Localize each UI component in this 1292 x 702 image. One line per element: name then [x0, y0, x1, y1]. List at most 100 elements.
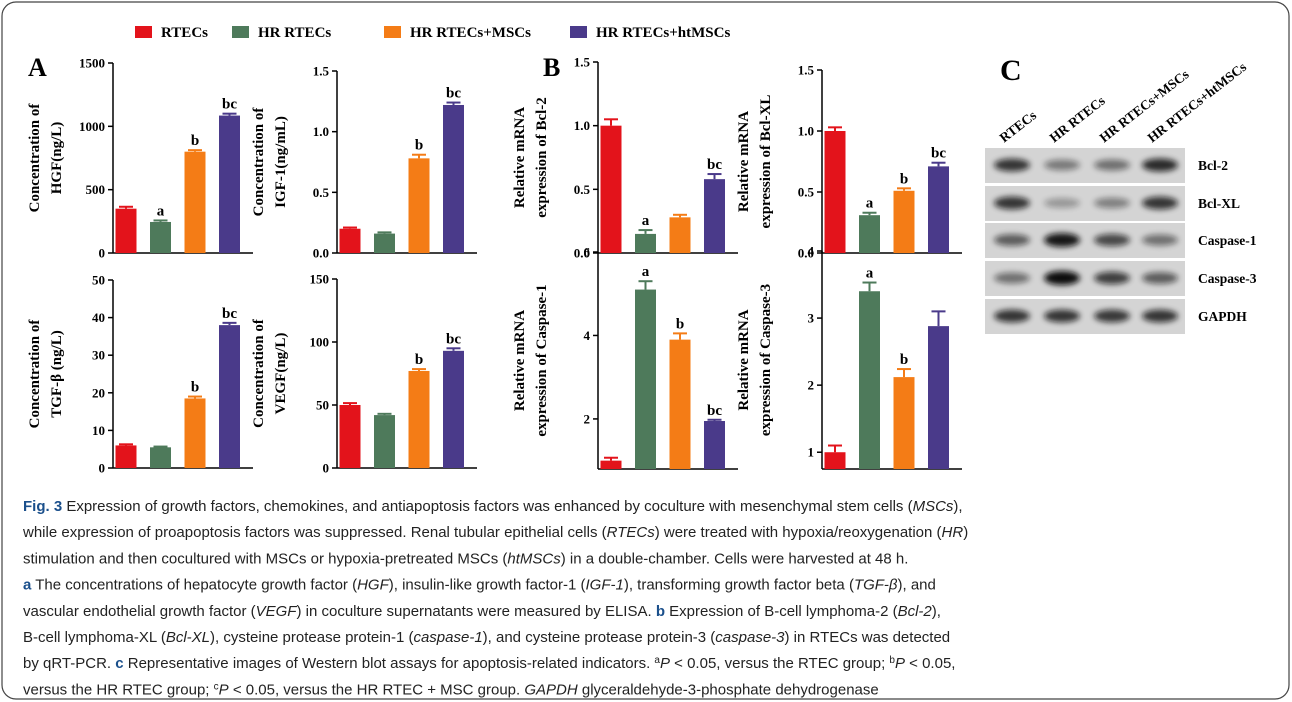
caption-run: HGF — [357, 577, 390, 594]
caption-run: glyceraldehyde-3-phosphate dehydrogenase — [578, 681, 879, 698]
caption-run: versus the HR RTEC group; — [23, 681, 214, 698]
y-tick-label: 1.5 — [798, 63, 815, 78]
y-tick-label: 1.0 — [798, 124, 814, 139]
y-tick-label: 4 — [584, 328, 591, 343]
significance-label: bc — [446, 331, 461, 347]
blot-band — [994, 310, 1030, 323]
bar — [928, 166, 949, 253]
bar — [443, 105, 464, 253]
significance-label: b — [191, 380, 199, 396]
y-axis-label: Concentration of — [251, 318, 267, 428]
bar — [825, 452, 846, 469]
caption-run: The concentrations of hepatocyte growth … — [31, 577, 357, 594]
y-axis-label: Relative mRNA — [512, 310, 528, 411]
bar — [635, 234, 656, 253]
blot-band — [1094, 272, 1130, 285]
y-tick-label: 20 — [92, 385, 105, 400]
caption-run: TGF-β — [854, 577, 898, 594]
y-tick-label: 10 — [92, 423, 105, 438]
caption-run: by qRT-PCR. — [23, 655, 115, 672]
blot-row-label: GAPDH — [1198, 309, 1247, 324]
y-axis-label: Concentration of — [27, 319, 43, 429]
significance-label: bc — [222, 306, 237, 322]
bar — [704, 421, 725, 469]
y-axis-label: IGF-1(ng/mL) — [273, 116, 289, 208]
y-tick-label: 0 — [323, 461, 330, 476]
significance-label: bc — [931, 146, 946, 162]
blot-band — [1094, 198, 1130, 209]
caption-run: P — [895, 655, 905, 672]
caption-run: ), cysteine protease protein-1 ( — [210, 629, 413, 646]
y-axis-label: VEGF(ng/L) — [273, 333, 289, 415]
caption-run: c — [115, 655, 123, 672]
bar — [409, 371, 430, 468]
caption-run: Expression of growth factors, chemokines… — [62, 498, 912, 515]
significance-label: b — [676, 316, 684, 332]
significance-label: bc — [707, 157, 722, 173]
significance-label: b — [900, 171, 908, 187]
y-tick-label: 40 — [92, 310, 105, 325]
y-tick-label: 6 — [584, 245, 591, 260]
bar — [670, 340, 691, 469]
blot-band — [1044, 310, 1080, 323]
caption-run: RTECs — [607, 524, 656, 541]
blot-row-label: Bcl-2 — [1198, 158, 1228, 173]
y-tick-label: 1 — [808, 445, 815, 460]
bar — [894, 191, 915, 253]
caption-line: by qRT-PCR. c Representative images of W… — [23, 655, 955, 673]
caption-run: GAPDH — [524, 681, 578, 698]
bar — [340, 229, 361, 253]
bar — [409, 158, 430, 253]
panel-letter: B — [543, 53, 560, 82]
bar — [443, 351, 464, 468]
blot-band — [1142, 235, 1178, 246]
y-tick-label: 0.5 — [798, 185, 815, 200]
y-tick-label: 0.5 — [574, 182, 591, 197]
blot-band — [1142, 197, 1178, 210]
y-axis-label: HGF(ng/L) — [49, 122, 65, 195]
bar — [374, 415, 395, 468]
caption-run: ), — [953, 498, 962, 515]
y-tick-label: 0 — [99, 461, 106, 476]
legend-label: RTECs — [161, 25, 208, 41]
bar — [704, 179, 725, 253]
y-tick-label: 1.5 — [574, 55, 591, 70]
caption-run: ), insulin-like growth factor-1 ( — [389, 577, 586, 594]
caption-run: ) in a double-chamber. Cells were harves… — [561, 550, 909, 567]
blot-band — [994, 197, 1030, 210]
blot-band — [1044, 271, 1080, 285]
y-tick-label: 0.0 — [313, 246, 329, 261]
caption-run: B-cell lymphoma-XL ( — [23, 629, 166, 646]
caption-run: Representative images of Western blot as… — [124, 655, 655, 672]
blot-row-label: Bcl-XL — [1198, 196, 1240, 211]
blot-band — [1142, 310, 1178, 323]
legend-swatch — [232, 26, 249, 38]
significance-label: b — [191, 133, 199, 149]
bar — [670, 217, 691, 253]
caption-line: B-cell lymphoma-XL (Bcl-XL), cysteine pr… — [23, 629, 950, 646]
y-axis-label: expression of Caspase-3 — [758, 284, 774, 436]
y-tick-label: 0.5 — [313, 185, 330, 200]
y-axis-label: Relative mRNA — [512, 107, 528, 208]
caption-run: ), and cysteine protease protein-3 ( — [483, 629, 716, 646]
caption-run: Bcl-2 — [898, 603, 933, 620]
y-tick-label: 500 — [86, 182, 106, 197]
caption-line: vascular endothelial growth factor (VEGF… — [23, 603, 941, 620]
caption-line: a The concentrations of hepatocyte growt… — [23, 577, 936, 594]
bar — [116, 209, 137, 253]
significance-label: b — [900, 352, 908, 368]
caption-line: Fig. 3 Expression of growth factors, che… — [23, 498, 963, 515]
blot-row-label: Caspase-3 — [1198, 271, 1257, 286]
legend-swatch — [135, 26, 152, 38]
caption-run: htMSCs — [507, 550, 561, 567]
blot-band — [1044, 233, 1080, 247]
blot-band — [994, 159, 1030, 172]
significance-label: bc — [707, 403, 722, 419]
caption-run: caspase-3 — [715, 629, 785, 646]
y-axis-label: Relative mRNA — [736, 309, 752, 410]
bar — [894, 377, 915, 469]
caption-run: ), transforming growth factor beta ( — [624, 577, 854, 594]
y-tick-label: 0 — [99, 246, 106, 261]
significance-label: bc — [222, 97, 237, 113]
caption-run: while expression of proapoptosis factors… — [22, 524, 607, 541]
